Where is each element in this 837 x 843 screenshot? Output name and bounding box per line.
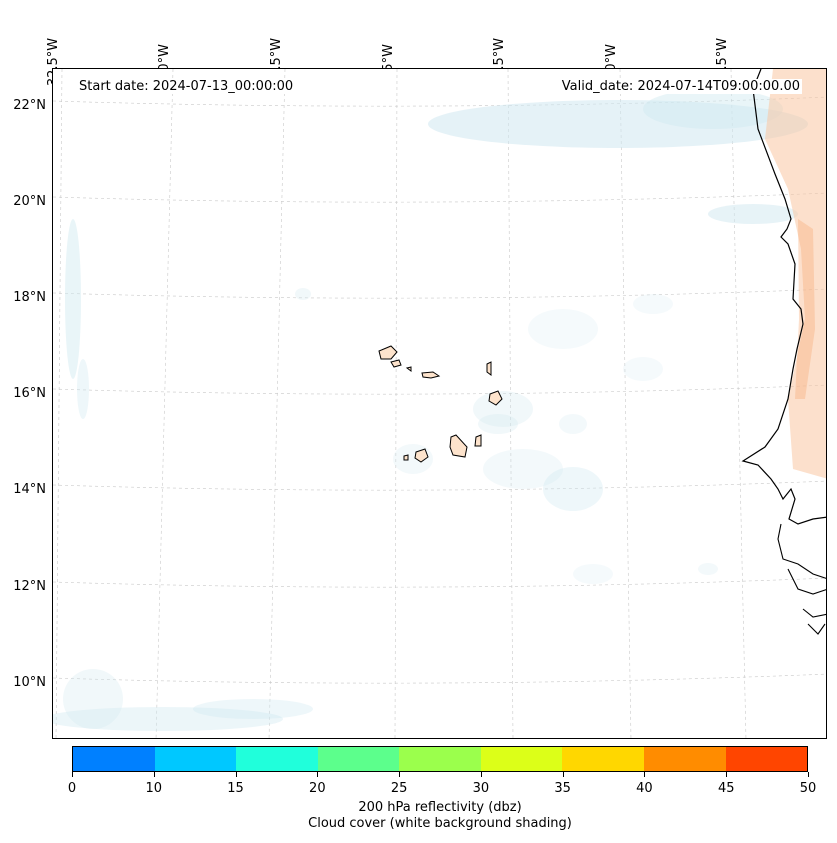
longitude-gridline [55,69,63,738]
cloud-patch [393,444,433,474]
cloud-patch [63,669,123,729]
cloud-patch [528,309,598,349]
colorbar-segment [236,747,318,771]
cloud-patch [295,288,311,300]
island [421,371,441,379]
colorbar-tick-label: 10 [145,781,163,796]
latitude-label: 16°N [13,386,46,401]
latitude-gridline [53,96,826,107]
cloud-patch [473,391,533,427]
cloud-patch [65,219,81,379]
latitude-label: 12°N [13,579,46,594]
colorbar-tick-label: 35 [554,781,571,796]
latitude-gridline [53,288,826,299]
cloud-shading [53,89,808,731]
colorbar-tick-label: 40 [636,781,653,796]
colorbar-tick [480,772,482,777]
island [390,359,402,368]
cloud-patch [193,699,313,719]
longitude-gridline [730,69,747,738]
colorbar-segment [480,747,563,771]
island [474,434,482,447]
longitude-gridline [507,69,514,738]
colorbar-tick [317,772,319,777]
cloud-patch [633,294,673,314]
cloud-patch [623,357,663,381]
colorbar-segment [73,747,155,771]
cloud-patch [643,89,783,129]
latitude-label: 10°N [13,675,46,690]
guinea-bissau-coastline [777,523,826,635]
colorbar-tick [153,772,155,777]
graticule [53,69,826,738]
island [488,390,503,406]
cloud-patch [77,359,89,419]
colorbar-tick-label: 25 [390,781,408,796]
colorbar-tick-label: 0 [67,781,77,796]
cloud-patch [53,707,283,731]
valid-date-label: Valid_date: 2024-07-14T09:00:00.00 [559,79,802,94]
cloud-patch [698,563,718,575]
colorbar-tick [726,772,728,777]
warm-shading-core [795,219,815,399]
colorbar [72,746,808,772]
longitude-gridline [268,69,286,738]
colorbar-tick-label: 20 [309,781,326,796]
longitude-gridline [155,69,174,738]
colorbar-tick [399,772,401,777]
colorbar-segment [317,747,400,771]
colorbar-segment [725,747,808,771]
colorbar-segment [399,747,481,771]
cloud-patch [543,467,603,511]
colorbar-tick-label: 30 [472,781,490,796]
colorbar-subtitle: Cloud cover (white background shading) [308,816,572,831]
cloud-patch [573,564,613,584]
island [378,345,398,360]
cloud-patch [559,414,587,434]
island [486,361,492,376]
cloud-patch [483,449,563,489]
cloud-patch [708,204,798,224]
island [403,454,409,461]
cloud-patch [428,100,808,148]
map-canvas [53,69,826,738]
warm-shading-region [765,69,826,479]
latitude-label: 20°N [13,194,46,209]
colorbar-segment [562,747,644,771]
colorbar-tick-label: 50 [799,781,817,796]
map-panel: Start date: 2024-07-13_00:00:00 Valid_da… [52,68,827,739]
latitude-label: 18°N [13,290,46,305]
colorbar-tick-label: 45 [717,781,735,796]
island [414,448,429,463]
colorbar-tick [562,772,564,777]
colorbar-segment [154,747,237,771]
colorbar-tick [72,772,73,777]
longitude-gridline [619,69,632,738]
cape-verde-islands [378,345,503,463]
latitude-gridline [53,577,826,588]
colorbar-segment [643,747,726,771]
reflectivity-shading [765,69,826,479]
latitude-label: 14°N [13,482,46,497]
colorbar-tick-label: 15 [227,781,244,796]
latitude-gridline [53,384,826,395]
colorbar-tick [808,772,809,777]
colorbar-title: 200 hPa reflectivity (dbz) [358,800,522,815]
colorbar-tick [644,772,646,777]
longitude-gridline [394,69,398,738]
cloud-patch [478,414,518,434]
start-date-label: Start date: 2024-07-13_00:00:00 [77,79,296,94]
latitude-gridline [53,192,826,203]
latitude-gridline [53,480,826,491]
latitude-gridline [53,673,826,684]
island [405,366,412,372]
island [449,434,468,458]
colorbar-tick [235,772,237,777]
latitude-label: 22°N [13,98,46,113]
